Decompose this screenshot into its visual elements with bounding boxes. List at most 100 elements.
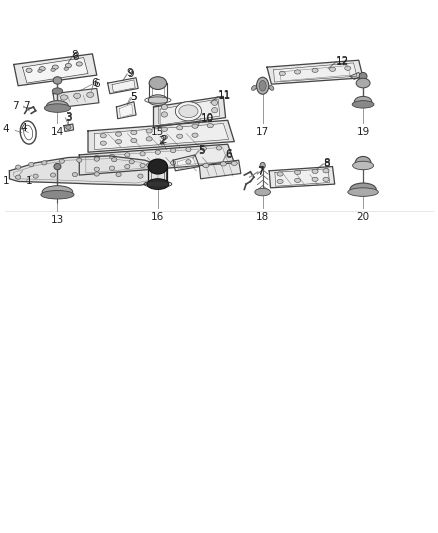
Ellipse shape — [59, 159, 64, 164]
Text: 17: 17 — [256, 127, 269, 137]
Ellipse shape — [269, 85, 274, 90]
Polygon shape — [117, 102, 136, 119]
Text: 10: 10 — [201, 114, 214, 124]
Polygon shape — [269, 166, 335, 188]
Ellipse shape — [94, 156, 99, 160]
Ellipse shape — [259, 80, 266, 91]
Ellipse shape — [146, 137, 152, 141]
Ellipse shape — [129, 160, 134, 164]
Ellipse shape — [112, 158, 117, 162]
Ellipse shape — [350, 183, 376, 196]
Ellipse shape — [294, 70, 300, 74]
Polygon shape — [120, 104, 133, 118]
Ellipse shape — [231, 161, 237, 165]
Text: 5: 5 — [131, 92, 137, 102]
Ellipse shape — [110, 166, 115, 170]
Text: 18: 18 — [256, 212, 269, 222]
Polygon shape — [274, 63, 357, 82]
Polygon shape — [112, 80, 135, 92]
Ellipse shape — [28, 163, 34, 166]
Ellipse shape — [170, 149, 176, 153]
Polygon shape — [79, 144, 234, 175]
Text: 5: 5 — [131, 92, 137, 102]
Text: 19: 19 — [357, 127, 370, 137]
Ellipse shape — [257, 77, 269, 94]
Polygon shape — [173, 155, 199, 171]
Ellipse shape — [39, 67, 45, 71]
Polygon shape — [275, 168, 329, 186]
Ellipse shape — [177, 126, 183, 130]
Ellipse shape — [161, 127, 167, 132]
Ellipse shape — [53, 77, 62, 84]
Ellipse shape — [116, 172, 121, 176]
Polygon shape — [177, 157, 196, 169]
Ellipse shape — [255, 188, 271, 196]
Ellipse shape — [251, 85, 256, 90]
Text: 9: 9 — [126, 68, 133, 78]
Ellipse shape — [277, 172, 283, 176]
Ellipse shape — [356, 78, 370, 88]
Ellipse shape — [125, 153, 130, 157]
Ellipse shape — [146, 129, 152, 133]
Ellipse shape — [203, 164, 209, 167]
Polygon shape — [64, 124, 74, 132]
Ellipse shape — [348, 188, 378, 196]
Text: 6: 6 — [226, 149, 232, 159]
Ellipse shape — [155, 162, 160, 166]
Ellipse shape — [100, 141, 106, 146]
Ellipse shape — [192, 124, 198, 128]
Ellipse shape — [155, 150, 160, 155]
Ellipse shape — [64, 67, 68, 70]
Polygon shape — [267, 60, 363, 84]
Ellipse shape — [100, 134, 106, 138]
Ellipse shape — [52, 88, 63, 94]
Text: 5: 5 — [198, 144, 205, 155]
Text: 7: 7 — [12, 101, 19, 111]
Polygon shape — [86, 148, 228, 173]
Ellipse shape — [260, 163, 265, 168]
Polygon shape — [22, 58, 88, 83]
Ellipse shape — [186, 160, 191, 164]
Text: 2: 2 — [160, 135, 167, 145]
Ellipse shape — [72, 172, 78, 176]
Polygon shape — [108, 78, 138, 94]
Ellipse shape — [66, 125, 71, 130]
Polygon shape — [88, 120, 234, 152]
Ellipse shape — [355, 157, 371, 169]
Ellipse shape — [345, 66, 351, 70]
Ellipse shape — [140, 164, 145, 167]
Ellipse shape — [354, 96, 372, 107]
Ellipse shape — [44, 104, 71, 112]
Ellipse shape — [65, 63, 71, 68]
Ellipse shape — [179, 105, 198, 118]
Text: 7: 7 — [258, 167, 264, 177]
Ellipse shape — [140, 152, 145, 156]
Ellipse shape — [125, 165, 130, 168]
Text: 8: 8 — [71, 51, 78, 60]
Polygon shape — [199, 160, 241, 179]
Ellipse shape — [216, 146, 222, 150]
Ellipse shape — [54, 164, 61, 169]
Text: 11: 11 — [218, 90, 231, 100]
Text: 12: 12 — [336, 56, 349, 66]
Ellipse shape — [138, 174, 143, 178]
Text: 4: 4 — [3, 124, 10, 134]
Text: 4: 4 — [20, 123, 27, 133]
Ellipse shape — [52, 65, 58, 69]
Ellipse shape — [77, 158, 82, 163]
Ellipse shape — [312, 68, 318, 72]
Ellipse shape — [294, 178, 300, 182]
Text: 3: 3 — [65, 112, 72, 122]
Ellipse shape — [38, 69, 42, 72]
Ellipse shape — [294, 170, 300, 174]
Ellipse shape — [33, 174, 38, 178]
Text: 10: 10 — [201, 112, 214, 123]
Text: 3: 3 — [65, 112, 72, 123]
Ellipse shape — [192, 133, 198, 138]
Ellipse shape — [15, 175, 21, 179]
Ellipse shape — [323, 168, 329, 173]
Ellipse shape — [148, 159, 167, 174]
Ellipse shape — [131, 131, 137, 135]
Ellipse shape — [76, 62, 82, 66]
Text: 1: 1 — [3, 176, 10, 187]
